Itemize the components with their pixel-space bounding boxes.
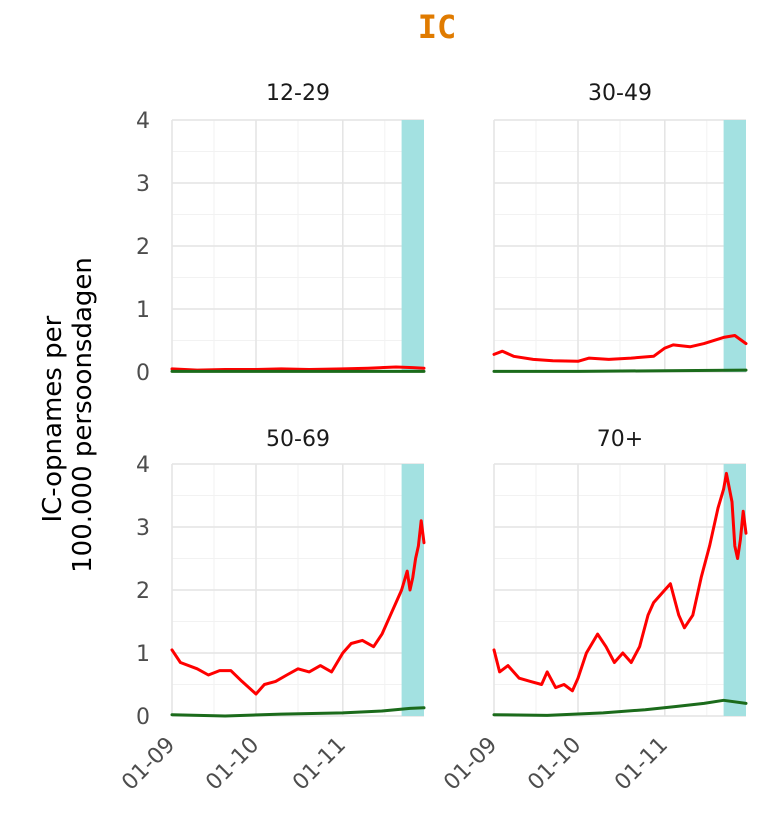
series-line	[492, 471, 748, 693]
x-tick-label: 01-09	[117, 733, 180, 796]
panel-label: 70+	[597, 427, 643, 452]
y-axis-label: IC-opnames per 100.000 persoonsdagen	[38, 257, 98, 573]
x-tick-label: 01-11	[610, 733, 673, 796]
panel-30-49: 30-49	[492, 81, 748, 373]
y-tick-label: 3	[136, 516, 150, 541]
series-line	[170, 706, 426, 718]
x-tick-label: 01-10	[523, 733, 586, 796]
x-tick-label: 01-10	[201, 733, 264, 796]
highlight-band	[401, 120, 424, 372]
y-tick-label: 0	[136, 361, 150, 386]
panel-70+: 70+ 01-09 01-10 01-11	[439, 427, 748, 796]
y-tick-label: 1	[136, 642, 150, 667]
series-line	[492, 368, 748, 373]
series-line	[492, 698, 748, 717]
highlight-band	[723, 120, 746, 372]
panel-12-29: 12-29 0 1 2 3 4	[136, 81, 426, 386]
series-line	[170, 519, 426, 696]
y-tick-label: 1	[136, 298, 150, 323]
panel-label: 30-49	[588, 81, 652, 106]
y-tick-label: 3	[136, 172, 150, 197]
y-tick-label: 4	[136, 109, 150, 134]
highlight-band	[401, 464, 424, 716]
y-tick-label: 0	[136, 705, 150, 730]
x-tick-label: 01-11	[288, 733, 351, 796]
highlight-band	[723, 464, 746, 716]
series-line	[170, 365, 426, 372]
series-line	[492, 334, 748, 363]
x-tick-label: 01-09	[439, 733, 502, 796]
y-tick-label: 2	[136, 235, 150, 260]
y-axis-label-line-2: 100.000 persoonsdagen	[68, 257, 98, 573]
chart-title: IC	[418, 8, 457, 46]
panel-grid: 12-29 0 1 2 3 4 30-49 50-69 0 1 2 3 4 01-09 01-10 01-11…	[117, 81, 748, 796]
y-tick-label: 4	[136, 453, 150, 478]
panel-label: 50-69	[266, 427, 330, 452]
y-axis-label-line-1: IC-opnames per	[38, 315, 68, 522]
panel-label: 12-29	[266, 81, 330, 106]
y-tick-label: 2	[136, 579, 150, 604]
panel-50-69: 50-69 0 1 2 3 4 01-09 01-10 01-11	[117, 427, 426, 796]
